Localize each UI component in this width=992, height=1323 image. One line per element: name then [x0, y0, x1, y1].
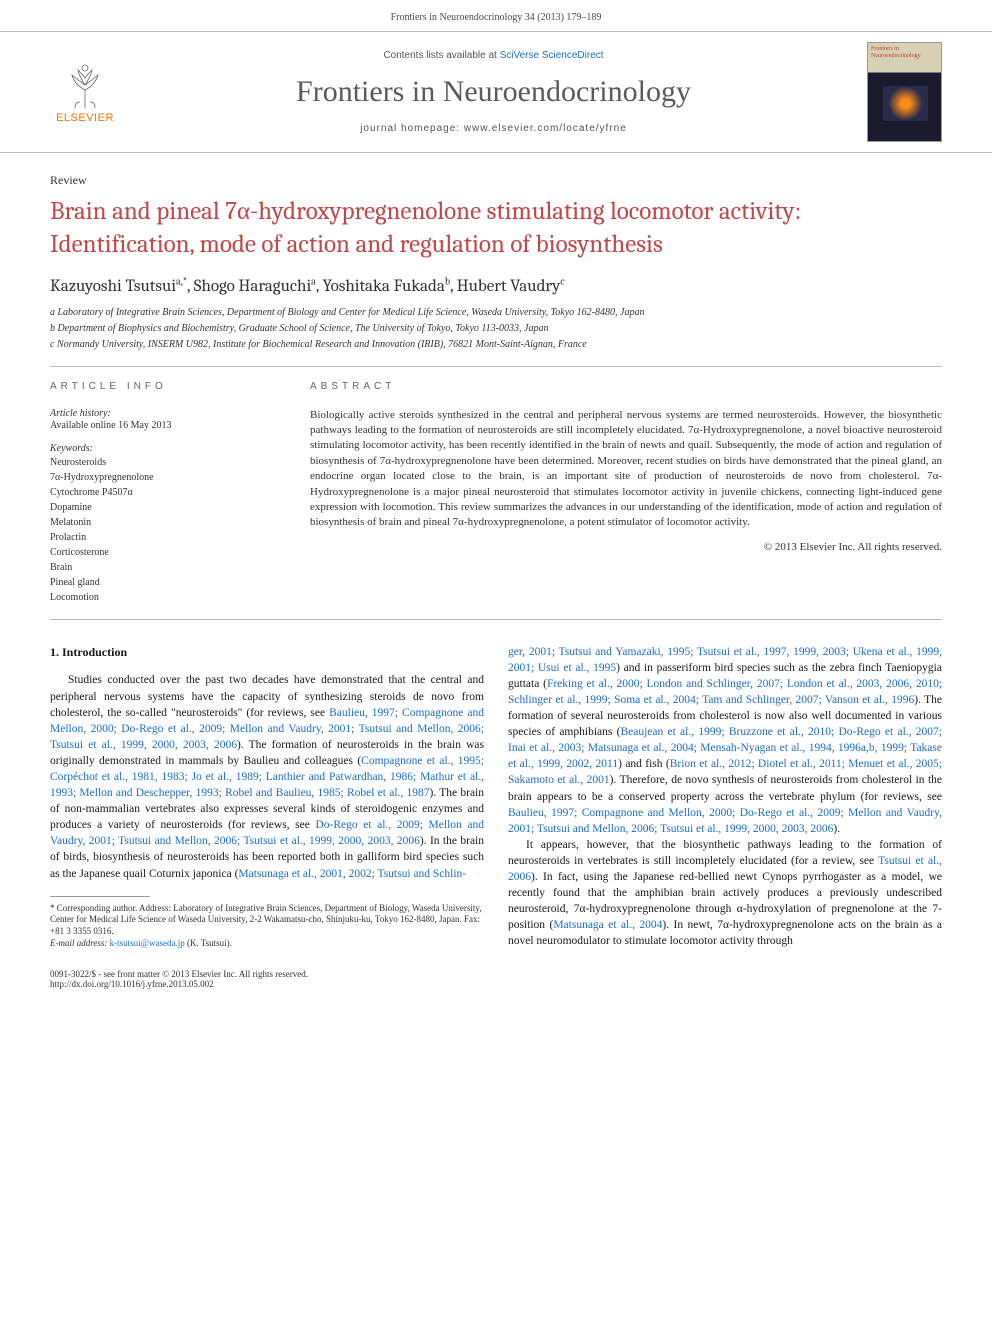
homepage-url[interactable]: www.elsevier.com/locate/yfrne	[464, 123, 627, 134]
journal-reference: Frontiers in Neuroendocrinology 34 (2013…	[391, 12, 602, 23]
abstract-heading: ABSTRACT	[310, 381, 942, 392]
citation-link[interactable]: Matsunaga et al., 2004	[553, 919, 662, 931]
journal-cover-thumbnail: Frontiers in Neuroendocrinology	[867, 42, 942, 142]
journal-title: Frontiers in Neuroendocrinology	[120, 75, 867, 109]
keyword: Pineal gland	[50, 575, 280, 590]
keyword: Cytochrome P4507α	[50, 485, 280, 500]
homepage-line: journal homepage: www.elsevier.com/locat…	[120, 123, 867, 134]
affiliation: c Normandy University, INSERM U982, Inst…	[50, 338, 942, 352]
doi-link[interactable]: http://dx.doi.org/10.1016/j.yfrne.2013.0…	[50, 979, 308, 989]
divider	[50, 619, 942, 620]
running-header: Frontiers in Neuroendocrinology 34 (2013…	[0, 0, 992, 31]
keyword: Corticosterone	[50, 545, 280, 560]
cover-image-icon	[883, 86, 928, 121]
affiliation: a Laboratory of Integrative Brain Scienc…	[50, 306, 942, 320]
abstract-body: Biologically active steroids synthesized…	[310, 408, 942, 531]
article-info-heading: ARTICLE INFO	[50, 381, 280, 392]
author: Yoshitaka Fukadab	[323, 277, 450, 296]
main-body: 1. Introduction Studies conducted over t…	[50, 644, 942, 950]
page-footer: 0091-3022/$ - see front matter © 2013 El…	[50, 969, 942, 989]
article-title: Brain and pineal 7α-hydroxypregnenolone …	[50, 196, 942, 261]
keywords-label: Keywords:	[50, 443, 280, 454]
info-abstract-row: ARTICLE INFO Article history: Available …	[50, 381, 942, 605]
abstract-copyright: © 2013 Elsevier Inc. All rights reserved…	[310, 541, 942, 553]
keyword: Melatonin	[50, 515, 280, 530]
history-text: Available online 16 May 2013	[50, 420, 280, 431]
body-paragraph: Studies conducted over the past two deca…	[50, 672, 484, 881]
affiliation: b Department of Biophysics and Biochemis…	[50, 322, 942, 336]
keyword: Dopamine	[50, 500, 280, 515]
masthead: ELSEVIER Contents lists available at Sci…	[0, 31, 992, 153]
keyword: Brain	[50, 560, 280, 575]
elsevier-tree-icon	[60, 60, 110, 110]
article-type: Review	[50, 173, 942, 188]
email-link[interactable]: k-tsutsui@waseda.jp	[110, 938, 185, 948]
authors-line: Kazuyoshi Tsutsuia,*, Shogo Haraguchia, …	[50, 275, 942, 296]
author: Shogo Haraguchia	[194, 277, 316, 296]
abstract-column: ABSTRACT Biologically active steroids sy…	[310, 381, 942, 605]
citation-link[interactable]: Matsunaga et al., 2001, 2002; Tsutsui an…	[238, 868, 466, 880]
publisher-name: ELSEVIER	[50, 112, 120, 124]
footnote-rule	[50, 896, 150, 897]
citation-link[interactable]: Baulieu, 1997; Compagnone and Mellon, 20…	[508, 807, 942, 835]
divider	[50, 366, 942, 367]
article-info-column: ARTICLE INFO Article history: Available …	[50, 381, 280, 605]
masthead-center: Contents lists available at SciVerse Sci…	[120, 50, 867, 134]
author: Hubert Vaudryc	[457, 277, 565, 296]
keyword: Locomotion	[50, 590, 280, 605]
contents-line: Contents lists available at SciVerse Sci…	[120, 50, 867, 61]
author: Kazuyoshi Tsutsuia,*	[50, 277, 187, 296]
body-paragraph: It appears, however, that the biosynthet…	[508, 837, 942, 950]
citation-link[interactable]: Freking et al., 2000; London and Schling…	[508, 678, 942, 706]
right-column: ger, 2001; Tsutsui and Yamazaki, 1995; T…	[508, 644, 942, 950]
keyword: Prolactin	[50, 530, 280, 545]
sciencedirect-link[interactable]: SciVerse ScienceDirect	[500, 50, 604, 61]
left-column: 1. Introduction Studies conducted over t…	[50, 644, 484, 950]
corresponding-author-footnote: * Corresponding author. Address: Laborat…	[50, 903, 484, 938]
keyword: Neurosteroids	[50, 455, 280, 470]
section-heading: 1. Introduction	[50, 644, 484, 661]
body-paragraph: ger, 2001; Tsutsui and Yamazaki, 1995; T…	[508, 644, 942, 837]
email-footnote: E-mail address: k-tsutsui@waseda.jp (K. …	[50, 938, 484, 950]
issn-line: 0091-3022/$ - see front matter © 2013 El…	[50, 969, 308, 979]
keywords-list: Neurosteroids 7α-Hydroxypregnenolone Cyt…	[50, 455, 280, 605]
publisher-logo: ELSEVIER	[50, 60, 120, 124]
history-label: Article history:	[50, 408, 280, 419]
keyword: 7α-Hydroxypregnenolone	[50, 470, 280, 485]
